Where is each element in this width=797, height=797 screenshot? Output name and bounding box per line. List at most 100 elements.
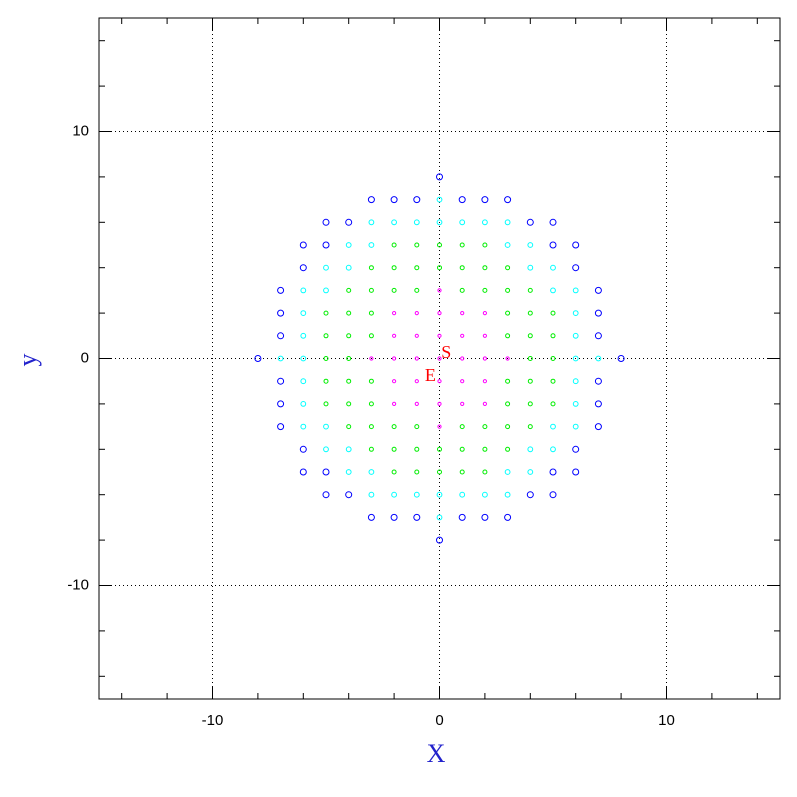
point (392, 356, 397, 361)
point (436, 536, 443, 544)
point (346, 356, 352, 361)
point (550, 287, 556, 294)
point (482, 424, 488, 430)
point (369, 356, 374, 361)
point (482, 333, 487, 338)
point (392, 333, 397, 338)
point (482, 356, 487, 361)
point (299, 241, 307, 249)
point (594, 423, 602, 431)
point (460, 356, 465, 361)
point (300, 355, 307, 362)
point (527, 264, 534, 271)
point (527, 356, 533, 361)
point (300, 287, 307, 294)
x-axis-title: X (427, 739, 446, 768)
point (437, 242, 442, 248)
point (368, 401, 374, 407)
point (299, 264, 307, 272)
point (527, 378, 533, 384)
point (368, 242, 375, 248)
point (526, 491, 534, 499)
point (459, 242, 465, 248)
point (346, 310, 352, 316)
point (391, 424, 397, 430)
point (390, 196, 398, 204)
point (414, 469, 420, 475)
point (414, 379, 419, 384)
point (459, 469, 465, 475)
point (392, 379, 397, 384)
point (595, 355, 602, 362)
point (437, 401, 442, 406)
point (459, 219, 466, 226)
point (527, 310, 533, 316)
point (368, 446, 374, 452)
point (482, 242, 488, 248)
point (437, 424, 442, 429)
y-axis-title: y (13, 354, 42, 367)
point (345, 491, 353, 499)
point (550, 378, 556, 384)
point (345, 242, 352, 248)
point (550, 446, 556, 453)
point (391, 491, 398, 498)
point (527, 401, 533, 407)
point (527, 424, 533, 430)
point (459, 424, 465, 430)
point (550, 333, 556, 339)
point (322, 241, 330, 249)
point (391, 287, 397, 293)
point (504, 469, 511, 475)
point (391, 446, 397, 452)
point (572, 310, 579, 317)
point (414, 356, 419, 361)
point (460, 401, 465, 406)
point (277, 377, 285, 385)
point (459, 491, 466, 498)
point (505, 378, 511, 384)
point (572, 355, 579, 362)
point (482, 491, 488, 498)
x-tick-label: 0 (435, 712, 443, 729)
point (368, 491, 375, 498)
point (458, 513, 466, 521)
point (414, 401, 419, 406)
point (346, 333, 352, 339)
point (414, 287, 420, 293)
point (482, 287, 488, 293)
point (550, 401, 556, 407)
point (346, 401, 352, 407)
point (368, 287, 374, 293)
point (323, 378, 329, 384)
point (300, 401, 307, 407)
point (549, 491, 557, 499)
point (594, 286, 602, 294)
point (391, 469, 397, 475)
point (368, 219, 375, 226)
point (481, 513, 489, 521)
point (572, 445, 580, 453)
point (504, 219, 511, 226)
point (368, 265, 374, 271)
point (437, 311, 442, 316)
point (437, 446, 442, 452)
point (300, 423, 307, 430)
point (367, 513, 375, 521)
point (346, 287, 352, 293)
point (527, 446, 534, 453)
point (413, 513, 421, 521)
point (368, 310, 374, 316)
point (549, 468, 557, 476)
point (594, 377, 602, 385)
point (414, 311, 419, 316)
point (437, 469, 442, 475)
point (392, 311, 397, 316)
point (505, 287, 511, 293)
point (505, 401, 511, 407)
point (458, 196, 466, 204)
point (368, 378, 374, 384)
point (550, 356, 556, 361)
point (437, 288, 442, 293)
